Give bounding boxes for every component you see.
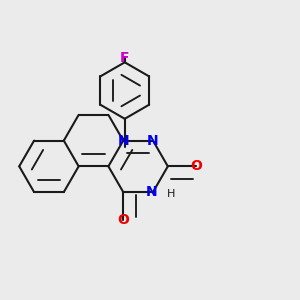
Text: O: O: [190, 159, 202, 173]
Text: N: N: [146, 185, 157, 199]
Text: F: F: [120, 51, 130, 65]
Text: N: N: [117, 134, 129, 148]
Text: H: H: [167, 189, 176, 199]
Text: O: O: [117, 213, 129, 227]
Text: N: N: [147, 134, 159, 148]
